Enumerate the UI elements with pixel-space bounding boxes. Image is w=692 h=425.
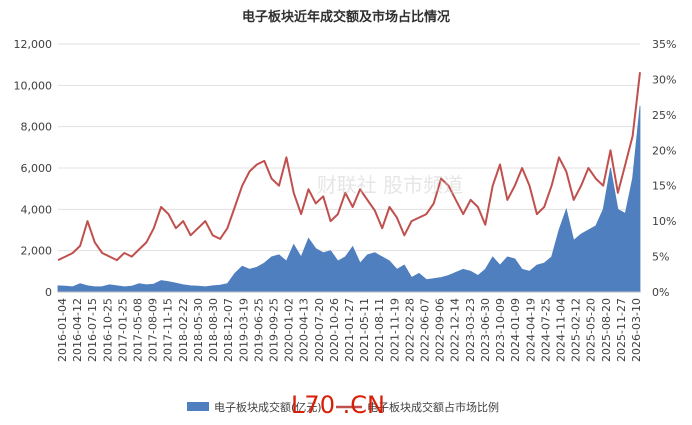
x-tick-label: 2020-01-02 xyxy=(283,298,296,362)
left-y-tick-label: 4,000 xyxy=(21,203,53,216)
x-tick-label: 2016-07-15 xyxy=(86,298,99,362)
right-y-tick-label: 20% xyxy=(652,144,676,157)
x-tick-label: 2018-08-30 xyxy=(207,298,220,362)
right-y-tick-label: 0% xyxy=(652,286,669,299)
x-tick-label: 2024-07-25 xyxy=(539,298,552,362)
right-y-tick-label: 30% xyxy=(652,73,676,86)
x-tick-label: 2023-06-30 xyxy=(479,298,492,362)
x-tick-label: 2026-03-10 xyxy=(630,298,643,362)
x-tick-label: 2022-02-28 xyxy=(403,298,416,362)
x-tick-label: 2017-01-25 xyxy=(116,298,129,362)
logo-text: L70 .CN xyxy=(291,391,385,419)
left-y-tick-label: 6,000 xyxy=(21,162,53,175)
legend-swatch-turnover xyxy=(187,402,209,411)
x-tick-label: 2019-03-19 xyxy=(237,298,250,362)
chart-title: 电子板块近年成交额及市场占比情况 xyxy=(242,9,450,25)
x-tick-label: 2021-11-19 xyxy=(388,298,401,362)
x-tick-label: 2024-01-09 xyxy=(509,298,522,362)
x-tick-label: 2025-02-12 xyxy=(570,298,583,362)
right-y-axis: 0% 5% 10% 15% 20% 25% 30% 35% xyxy=(652,38,676,299)
x-tick-label: 2023-03-23 xyxy=(464,298,477,362)
x-tick-label: 2022-09-06 xyxy=(434,298,447,362)
turnover-area-series xyxy=(57,105,641,293)
left-y-tick-label: 2,000 xyxy=(21,245,53,258)
x-tick-label: 2022-12-14 xyxy=(449,298,462,362)
x-tick-label: 2016-04-12 xyxy=(71,298,84,362)
x-tick-label: 2024-11-04 xyxy=(554,298,567,362)
x-tick-label: 2016-10-25 xyxy=(101,298,114,362)
right-y-tick-label: 35% xyxy=(652,38,676,51)
x-tick-label: 2020-10-26 xyxy=(328,298,341,362)
x-tick-label: 2020-07-20 xyxy=(313,298,326,362)
x-tick-label: 2018-05-30 xyxy=(192,298,205,362)
x-tick-label: 2021-01-27 xyxy=(343,298,356,362)
market-share-line xyxy=(57,72,641,262)
x-tick-label: 2019-06-25 xyxy=(252,298,265,362)
x-tick-label: 2025-11-27 xyxy=(615,298,628,362)
x-tick-label: 2021-08-11 xyxy=(373,298,386,362)
market-share-line-series xyxy=(57,72,641,262)
x-tick-label: 2024-04-19 xyxy=(524,298,537,362)
legend: 电子板块成交额(亿元) 电子板块成交额占市场比例 xyxy=(187,400,499,414)
x-tick-label: 2016-01-04 xyxy=(56,298,69,362)
legend-label-share: 电子板块成交额占市场比例 xyxy=(367,400,499,414)
right-y-tick-label: 25% xyxy=(652,109,676,122)
x-tick-label: 2017-05-08 xyxy=(132,298,145,362)
watermark-text: 财联社 股市频道 xyxy=(317,173,463,197)
x-tick-label: 2025-08-20 xyxy=(600,298,613,362)
left-y-tick-label: 8,000 xyxy=(21,121,53,134)
gridlines xyxy=(58,43,640,293)
right-y-tick-label: 10% xyxy=(652,215,676,228)
x-axis: 2016-01-04 2016-04-12 2016-07-15 2016-10-25… xyxy=(56,291,643,362)
x-tick-label: 2018-12-07 xyxy=(222,298,235,362)
turnover-area xyxy=(57,105,641,293)
x-tick-label: 2023-10-09 xyxy=(494,298,507,362)
x-tick-label: 2017-08-09 xyxy=(147,298,160,362)
x-tick-label: 2022-06-07 xyxy=(419,298,432,362)
x-tick-label: 2025-05-20 xyxy=(585,298,598,362)
left-y-axis: 0 2,000 4,000 6,000 8,000 10,000 12,000 xyxy=(14,38,53,299)
x-tick-label: 2017-11-15 xyxy=(162,298,175,362)
legend-label-turnover: 电子板块成交额(亿元) xyxy=(214,400,322,414)
x-tick-label: 2021-05-11 xyxy=(358,298,371,362)
x-tick-label: 2018-02-22 xyxy=(177,298,190,362)
x-tick-label: 2019-09-25 xyxy=(267,298,280,362)
right-y-tick-label: 5% xyxy=(652,251,669,264)
right-y-tick-label: 15% xyxy=(652,180,676,193)
left-y-tick-label: 12,000 xyxy=(14,38,53,51)
x-tick-label: 2020-04-13 xyxy=(298,298,311,362)
left-y-tick-label: 10,000 xyxy=(14,79,53,92)
left-y-tick-label: 0 xyxy=(45,286,52,299)
